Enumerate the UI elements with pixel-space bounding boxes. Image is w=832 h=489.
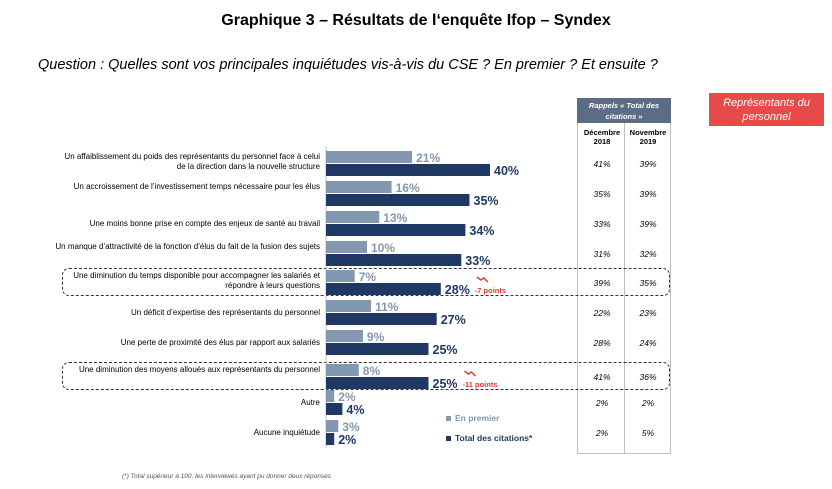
- rappel-value-nov2019: 35%: [639, 278, 657, 288]
- rappel-value-dec2018: 2%: [595, 428, 609, 438]
- rappel-value-nov2019: 39%: [639, 219, 657, 229]
- value-label-total: 25%: [433, 377, 458, 391]
- rappel-value-nov2019: 36%: [639, 372, 657, 382]
- value-label-total: 33%: [465, 254, 490, 268]
- value-label-en-premier: 3%: [342, 420, 360, 434]
- rappel-value-dec2018: 28%: [593, 338, 611, 348]
- rappel-value-dec2018: 35%: [593, 189, 611, 199]
- value-label-en-premier: 7%: [359, 270, 377, 284]
- rappel-value-nov2019: 2%: [641, 398, 655, 408]
- value-label-total: 2%: [338, 433, 356, 447]
- legend-label-en-premier: En premier: [455, 413, 500, 423]
- delta-label: -11 points: [463, 380, 498, 389]
- footnote: (*) Total supérieur à 100, les interview…: [122, 473, 331, 480]
- category-label: Aucune inquiétude: [253, 428, 320, 437]
- category-label: Une perte de proximité des élus par rapp…: [120, 338, 320, 347]
- bar-total-citations: [326, 377, 429, 389]
- category-label: Un accroissement de l’investissement tem…: [73, 182, 320, 191]
- legend-en-premier: En premier: [446, 413, 499, 423]
- rappel-value-nov2019: 24%: [639, 338, 657, 348]
- value-label-total: 4%: [346, 403, 364, 417]
- trend-down-icon: [464, 370, 477, 377]
- bar-total-citations: [326, 224, 466, 236]
- rappel-value-nov2019: 39%: [639, 159, 657, 169]
- category-label: Un affaiblissement du poids des représen…: [64, 152, 320, 171]
- bar-en-premier: [326, 241, 367, 253]
- bar-total-citations: [326, 283, 441, 295]
- bar-en-premier: [326, 181, 392, 193]
- rappel-value-nov2019: 5%: [641, 428, 655, 438]
- rappels-col-nov2019: Novembre 2019: [629, 128, 667, 146]
- value-label-en-premier: 10%: [371, 241, 395, 255]
- bar-en-premier: [326, 420, 339, 432]
- bar-total-citations: [326, 403, 343, 415]
- bar-en-premier: [326, 270, 355, 282]
- bar-en-premier: [326, 151, 413, 163]
- value-label-total: 34%: [469, 224, 494, 238]
- value-label-en-premier: 16%: [396, 181, 420, 195]
- bar-en-premier: [326, 330, 363, 342]
- value-label-en-premier: 9%: [367, 330, 385, 344]
- category-label: Un manque d’attractivité de la fonction …: [55, 242, 320, 251]
- rappel-value-dec2018: 31%: [593, 249, 611, 259]
- legend-label-total: Total des citations*: [455, 433, 533, 443]
- value-label-total: 25%: [433, 343, 458, 357]
- value-label-en-premier: 13%: [383, 211, 407, 225]
- value-label-en-premier: 2%: [338, 390, 356, 404]
- legend-swatch-total: [446, 436, 451, 442]
- rappel-value-nov2019: 32%: [639, 249, 657, 259]
- value-label-en-premier: 21%: [416, 151, 440, 165]
- bar-total-citations: [326, 313, 437, 325]
- bar-en-premier: [326, 300, 372, 312]
- category-label: Autre: [300, 398, 320, 407]
- value-label-total: 27%: [441, 313, 466, 327]
- delta-label: -7 points: [475, 286, 506, 295]
- trend-down-icon: [476, 276, 489, 283]
- bar-en-premier: [326, 390, 335, 402]
- bar-en-premier: [326, 364, 359, 376]
- category-label: Une moins bonne prise en compte des enje…: [89, 219, 320, 228]
- category-label: Un déficit d’expertise des représentants…: [131, 308, 320, 317]
- bar-total-citations: [326, 433, 335, 445]
- highlight-box-temps: [62, 268, 670, 296]
- legend-swatch-en-premier: [446, 416, 451, 422]
- bar-total-citations: [326, 194, 470, 206]
- category-label: Une diminution des moyens alloués aux re…: [78, 365, 320, 374]
- value-label-total: 40%: [494, 164, 519, 178]
- rappel-value-dec2018: 39%: [593, 278, 611, 288]
- representants-badge: Représentants du personnel: [709, 93, 824, 126]
- highlight-box-moyens: [62, 362, 670, 390]
- bar-en-premier: [326, 211, 380, 223]
- value-label-en-premier: 8%: [363, 364, 381, 378]
- rappel-value-dec2018: 41%: [593, 159, 611, 169]
- survey-question: Question : Quelles sont vos principales …: [38, 57, 658, 73]
- rappel-value-nov2019: 23%: [639, 308, 657, 318]
- bar-total-citations: [326, 343, 429, 355]
- rappel-value-dec2018: 41%: [593, 372, 611, 382]
- rappels-header: Rappels « Total des citations »: [577, 98, 671, 123]
- rappel-value-nov2019: 39%: [639, 189, 657, 199]
- rappel-value-dec2018: 22%: [593, 308, 611, 318]
- rappel-value-dec2018: 2%: [595, 398, 609, 408]
- value-label-total: 28%: [445, 283, 470, 297]
- rappels-col-dec2018: Décembre 2018: [583, 128, 621, 146]
- chart-title: Graphique 3 – Résultats de l‘enquête Ifo…: [221, 12, 611, 29]
- bar-total-citations: [326, 164, 490, 176]
- category-label: Une diminution du temps disponible pour …: [73, 271, 320, 290]
- value-label-total: 35%: [474, 194, 499, 208]
- legend-total: Total des citations*: [446, 433, 532, 443]
- bar-total-citations: [326, 254, 462, 266]
- rappels-divider: [624, 123, 625, 454]
- value-label-en-premier: 11%: [375, 300, 399, 314]
- rappel-value-dec2018: 33%: [593, 219, 611, 229]
